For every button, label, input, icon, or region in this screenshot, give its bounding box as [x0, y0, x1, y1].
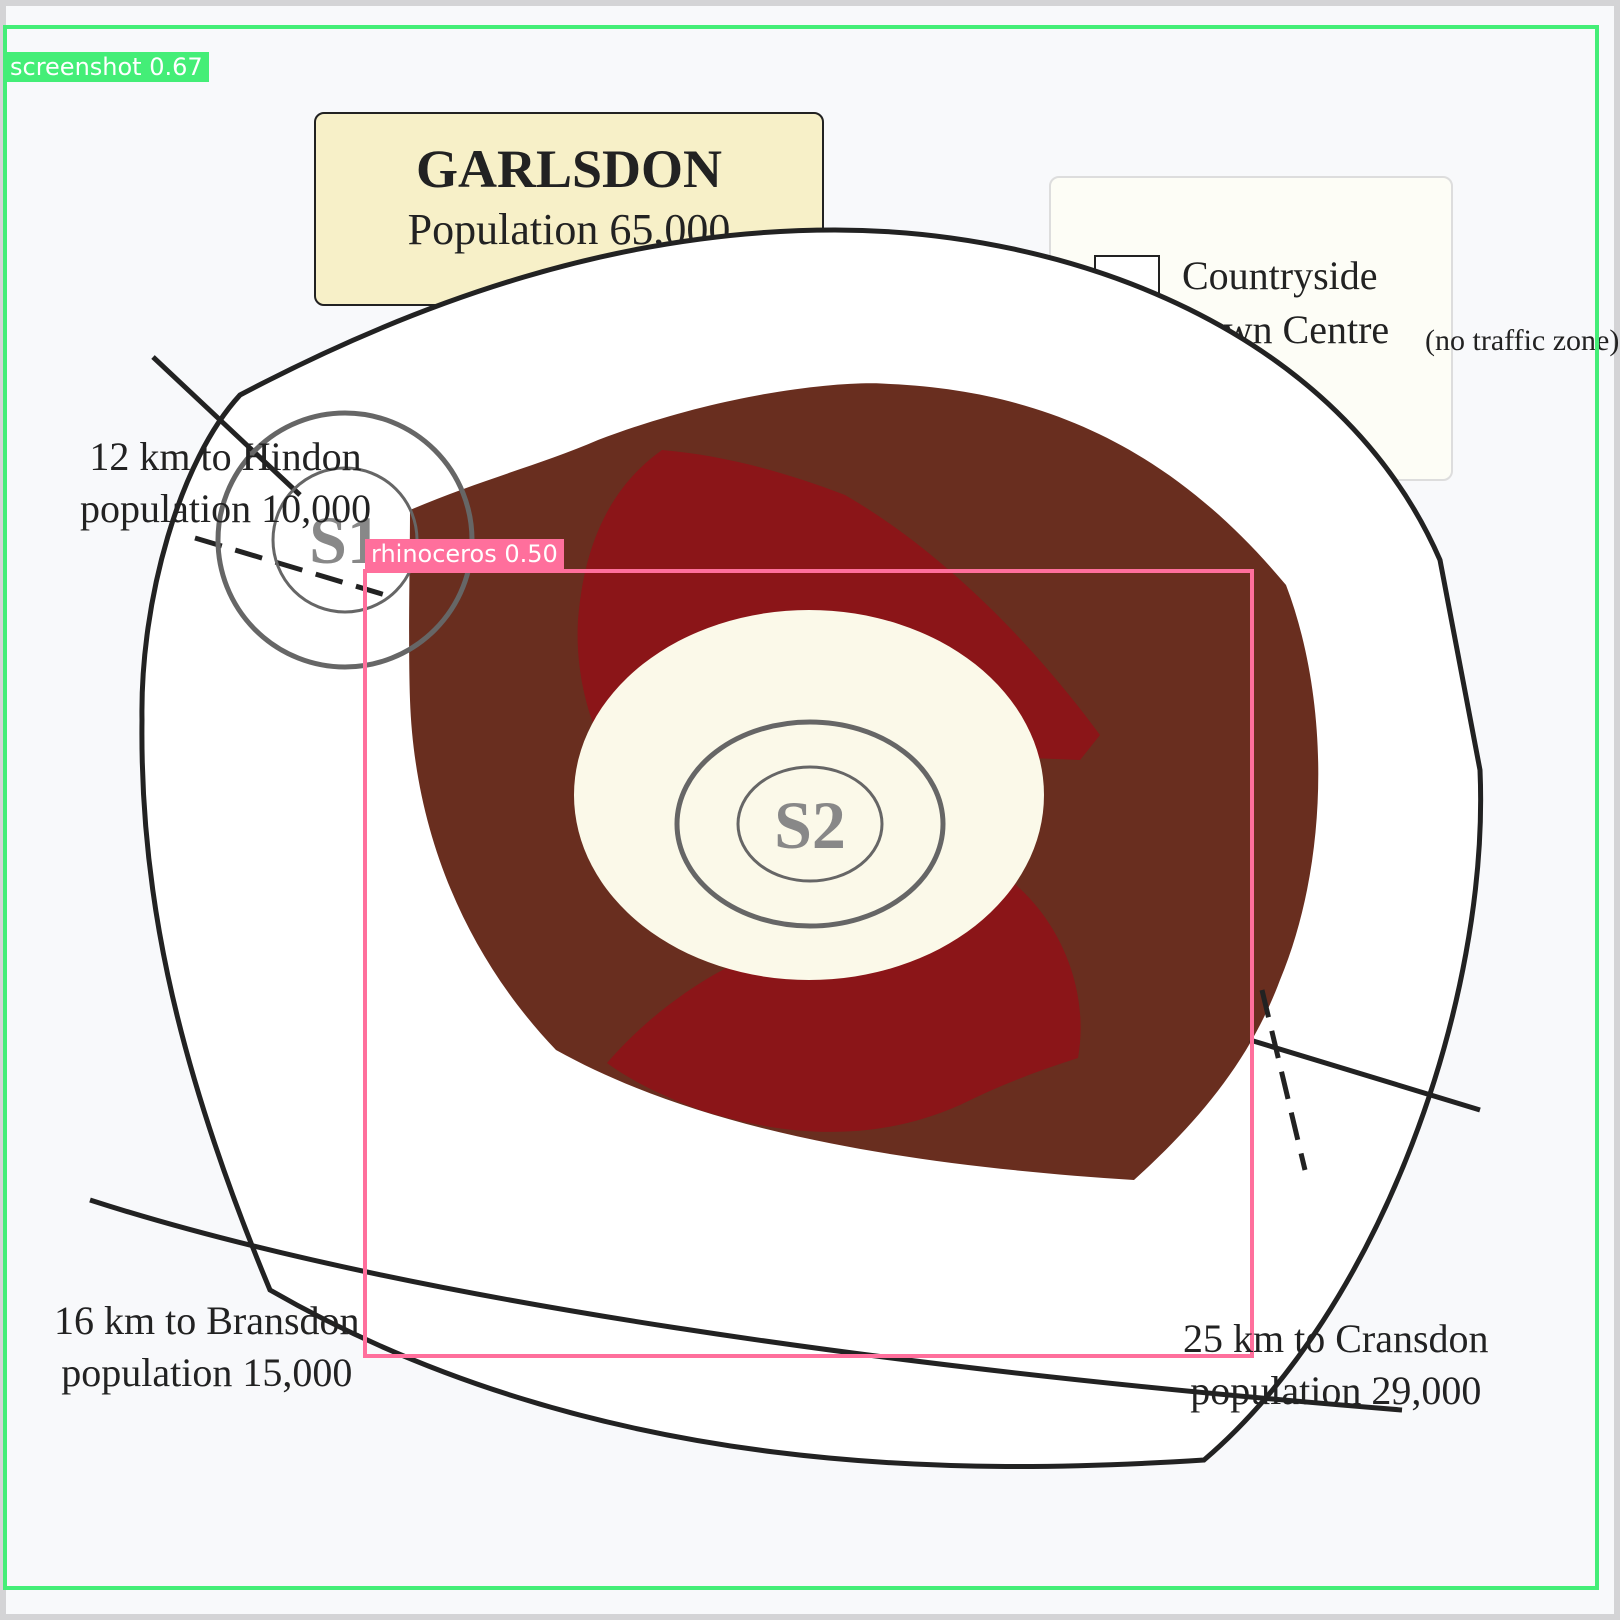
destination-hindon-population: population 10,000	[80, 486, 372, 531]
industry-area-south	[607, 880, 1081, 1132]
destination-bransdon-population: population 15,000	[61, 1350, 353, 1395]
town-name: GARLSDON	[415, 139, 723, 199]
detection-label-screenshot-score: 0.67	[149, 53, 203, 81]
road-east-planned	[1259, 989, 1308, 1171]
destination-cransdon-population: population 29,000	[1190, 1368, 1482, 1413]
town-centre-zone	[574, 610, 1044, 980]
road-east	[1249, 1037, 1481, 1113]
site-s2-label: S2	[774, 787, 846, 863]
detection-label-screenshot: screenshot 0.67	[4, 52, 209, 82]
legend-note-no-traffic: (no traffic zone)	[1425, 324, 1620, 357]
site-s2-outer-ring	[674, 719, 946, 929]
destination-cransdon-distance: 25 km to Cransdon	[1183, 1316, 1489, 1361]
detection-label-rhinoceros-score: 0.50	[504, 540, 558, 568]
site-s2-inner-ring	[736, 765, 884, 883]
road-north-west	[151, 355, 302, 497]
destination-hindon-distance: 12 km to Hindon	[89, 434, 362, 479]
road-north-west-planned	[194, 535, 393, 600]
detection-label-rhinoceros-class: rhinoceros	[371, 540, 497, 568]
legend-label-countryside: Countryside	[1182, 253, 1378, 298]
destination-bransdon-distance: 16 km to Bransdon	[54, 1298, 360, 1343]
detection-label-screenshot-class: screenshot	[10, 53, 142, 81]
detection-box-screenshot	[3, 25, 1599, 1590]
detection-box-rhinoceros	[363, 569, 1254, 1358]
detection-label-rhinoceros: rhinoceros 0.50	[365, 539, 564, 569]
destination-hindon: 12 km to Hindon population 10,000	[80, 431, 371, 535]
destination-bransdon: 16 km to Bransdon population 15,000	[54, 1295, 360, 1399]
destination-cransdon: 25 km to Cransdon population 29,000	[1183, 1313, 1489, 1417]
road-south	[89, 1197, 1403, 1413]
town-title-box: GARLSDON Population 65,000	[314, 112, 824, 306]
